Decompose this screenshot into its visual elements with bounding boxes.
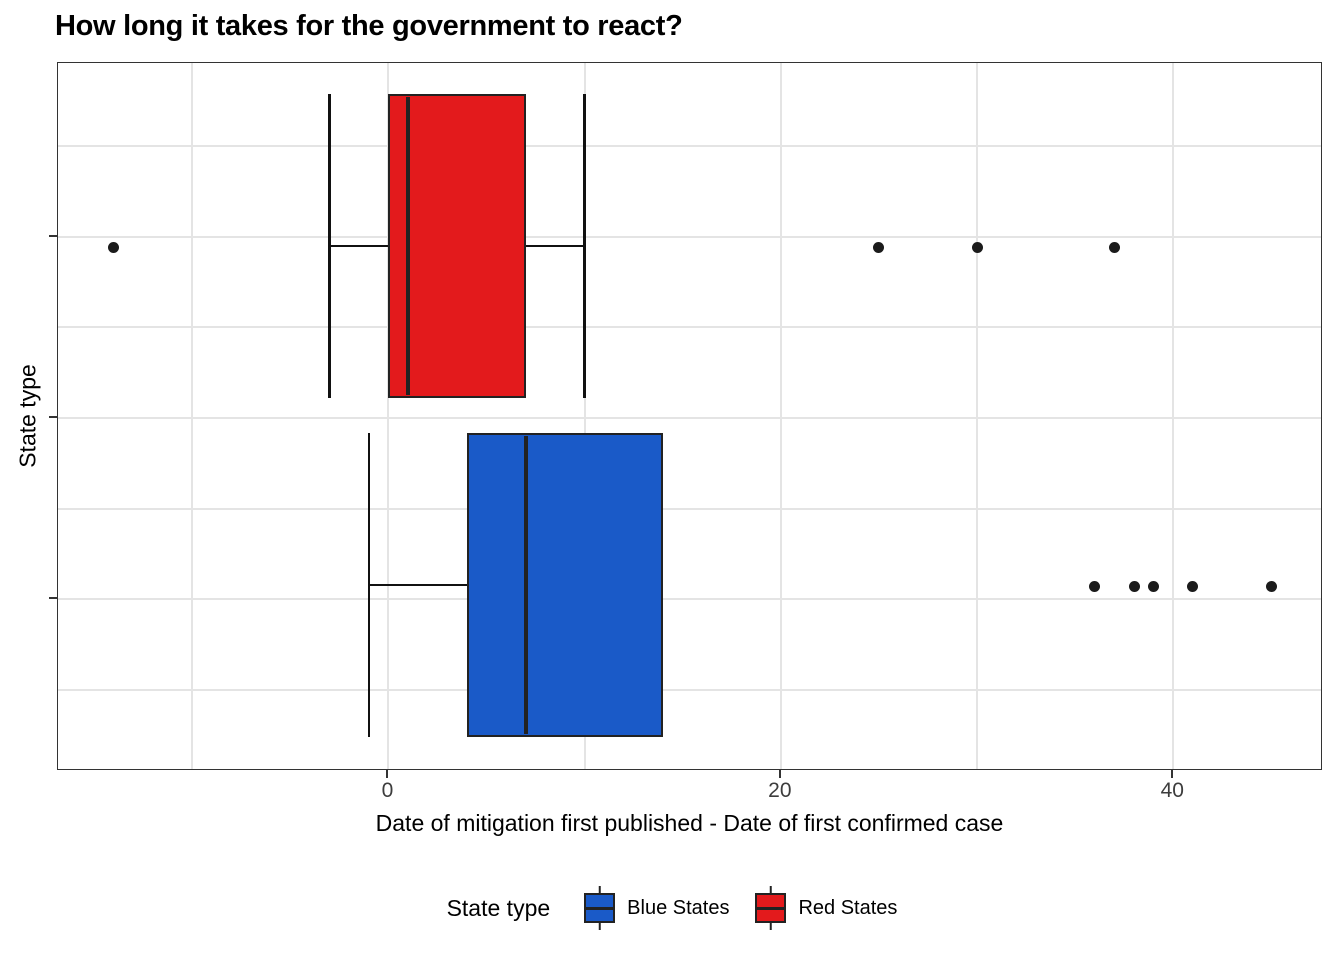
red-states-whisker-cap	[328, 93, 331, 398]
red-states-whisker-cap	[583, 93, 586, 398]
y-axis-tick	[49, 234, 57, 237]
legend-label-red-states: Red States	[798, 896, 898, 919]
legend: State type Blue States Red States	[0, 882, 1344, 934]
gridline-vertical-minor	[976, 63, 979, 769]
gridline-horizontal	[58, 598, 1321, 601]
x-tick-label: 40	[1160, 779, 1184, 802]
red-states-median-line	[406, 96, 411, 396]
blue-states-outlier-dot	[1265, 580, 1277, 592]
blue-states-outlier-dot	[1089, 580, 1101, 592]
whisker-stub	[598, 922, 601, 930]
whisker-stub	[769, 922, 773, 930]
red-states-outlier-dot	[108, 241, 120, 253]
blue-states-outlier-dot	[1187, 580, 1199, 592]
x-axis-tick	[778, 770, 781, 778]
blue-states-outlier-dot	[1128, 580, 1140, 592]
blue-states-median-line	[523, 435, 528, 735]
gridline-vertical-minor	[191, 63, 194, 769]
boxplot-key-icon-blue	[584, 886, 616, 930]
x-axis-tick	[1171, 770, 1174, 778]
legend-label-blue-states: Blue States	[627, 896, 730, 919]
x-axis-title: Date of mitigation first published - Dat…	[375, 810, 1004, 836]
x-tick-label: 20	[768, 779, 792, 802]
blue-states-outlier-dot	[1148, 580, 1160, 592]
legend-item-blue-states: Blue States	[584, 886, 729, 930]
blue-states-whisker-cap	[367, 433, 371, 738]
gridline-vertical-minor	[583, 63, 586, 769]
chart-title: How long it takes for the government to …	[55, 10, 683, 42]
y-axis-title: State type	[14, 364, 41, 468]
legend-title: State type	[446, 894, 551, 921]
legend-item-red-states: Red States	[755, 886, 897, 930]
gridline-horizontal	[58, 326, 1321, 329]
gridline-horizontal	[58, 416, 1321, 419]
plot-panel	[57, 62, 1322, 770]
whisker-stub	[598, 886, 601, 894]
red-states-outlier-dot	[971, 241, 983, 253]
y-axis-tick	[49, 597, 57, 600]
key-median-line	[755, 906, 787, 910]
gridline-vertical-major	[387, 63, 390, 769]
gridline-horizontal	[58, 235, 1321, 238]
y-axis-tick	[49, 415, 57, 418]
key-median-line	[584, 906, 616, 910]
red-states-box	[388, 93, 526, 398]
boxplot-key-icon-red	[755, 886, 787, 930]
blue-states-box	[466, 433, 664, 738]
gridline-horizontal	[58, 689, 1321, 692]
x-tick-label: 0	[381, 779, 394, 802]
gridline-horizontal	[58, 144, 1321, 147]
red-states-outlier-dot	[1108, 241, 1120, 253]
whisker-stub	[769, 886, 773, 894]
gridline-vertical-major	[1172, 63, 1175, 769]
gridline-vertical-major	[779, 63, 782, 769]
gridline-horizontal	[58, 507, 1321, 510]
red-states-outlier-dot	[873, 241, 885, 253]
x-axis-tick	[386, 770, 389, 778]
